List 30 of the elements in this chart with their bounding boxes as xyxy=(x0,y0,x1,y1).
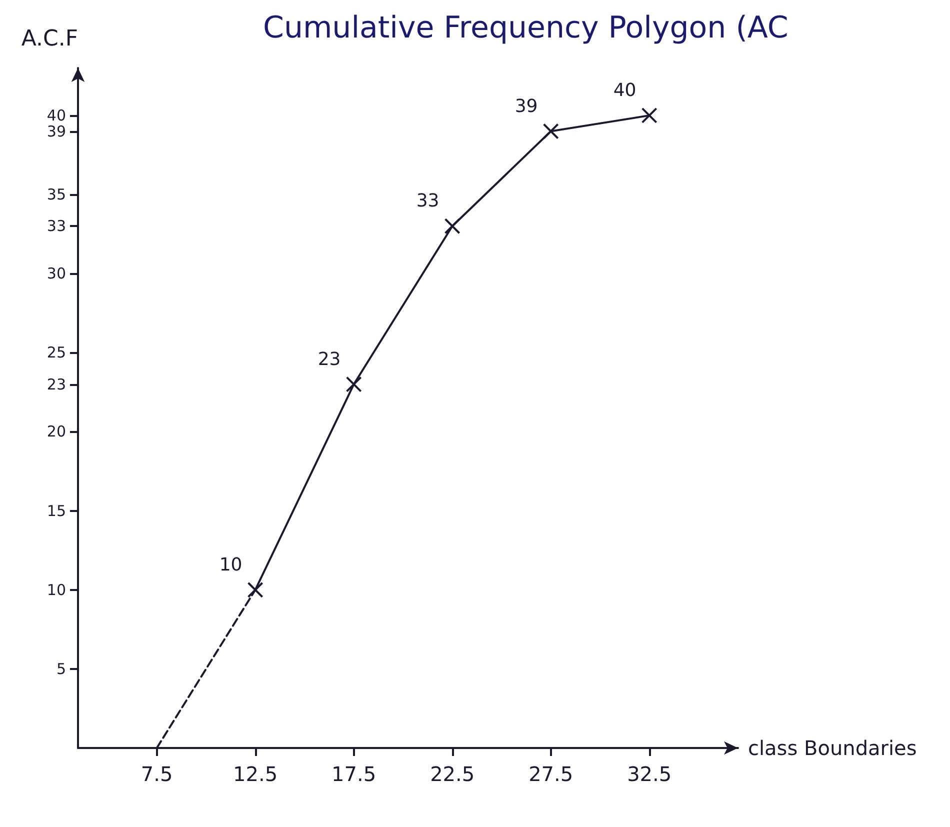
x-axis-title: class Boundaries xyxy=(748,736,917,760)
y-tick-label: 39 xyxy=(46,122,66,140)
y-axis-title: A.C.F xyxy=(21,26,78,52)
y-tick-label: 23 xyxy=(46,375,66,394)
y-tick-label: 15 xyxy=(46,502,66,520)
data-label: 39 xyxy=(514,96,538,117)
data-label: 10 xyxy=(219,554,242,576)
x-tick-label: 27.5 xyxy=(528,762,574,786)
point xyxy=(444,218,460,234)
y-tick-label: 20 xyxy=(46,422,66,441)
data-label: 23 xyxy=(318,348,341,370)
data-label: 33 xyxy=(416,190,440,212)
y-tick-label: 35 xyxy=(46,186,66,204)
chart-title: Cumulative Frequency Polygon (AC xyxy=(263,10,788,46)
point xyxy=(346,376,362,392)
y-tick-label: 5 xyxy=(56,660,66,678)
x-tick-label: 32.5 xyxy=(627,762,672,786)
y-tick-label: 30 xyxy=(46,264,66,283)
point xyxy=(542,123,559,140)
x-tick-label: 17.5 xyxy=(332,762,376,786)
point xyxy=(247,582,264,598)
point xyxy=(641,107,658,124)
y-tick-label: 25 xyxy=(46,344,66,362)
y-tick-label: 33 xyxy=(46,217,66,236)
x-tick-label: 22.5 xyxy=(430,762,475,786)
y-tick-label: 10 xyxy=(46,580,66,599)
y-tick-label: 40 xyxy=(46,106,66,124)
data-label: 40 xyxy=(613,80,636,101)
x-tick-label: 12.5 xyxy=(233,762,278,786)
x-tick-label: 7.5 xyxy=(140,762,173,786)
